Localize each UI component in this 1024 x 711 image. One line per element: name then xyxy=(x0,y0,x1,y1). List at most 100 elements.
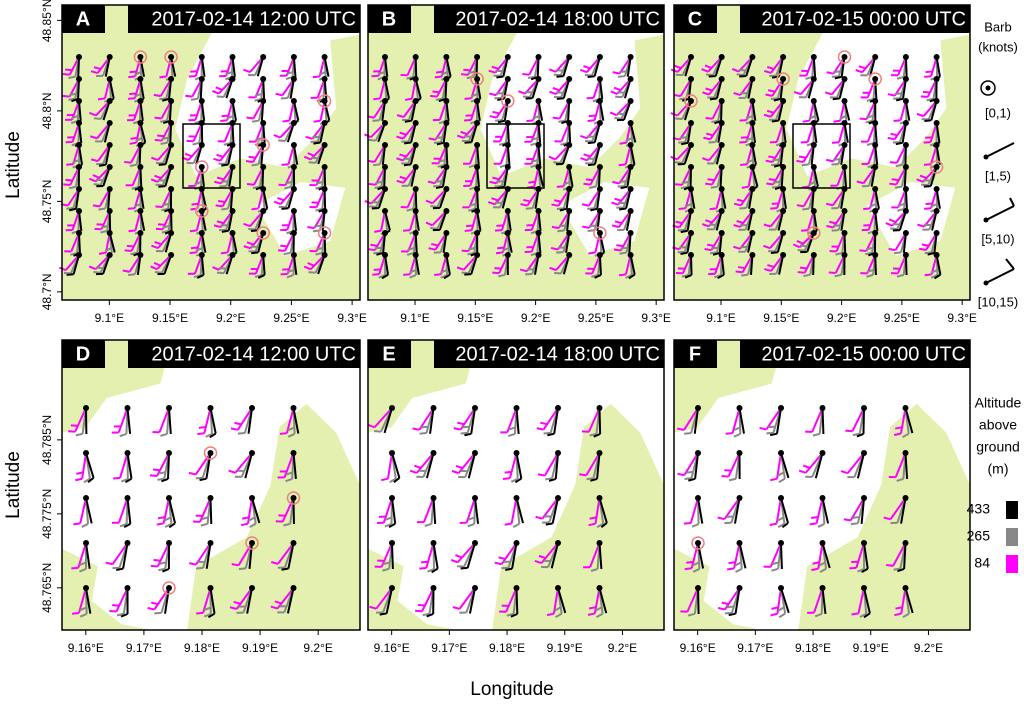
barb-feather xyxy=(505,472,512,473)
barb-station xyxy=(842,120,848,126)
barb-feather xyxy=(155,206,162,207)
barb-station xyxy=(199,252,205,258)
x-tick-label: 9.3°E xyxy=(947,311,976,325)
barb-station xyxy=(861,585,867,591)
x-tick-label: 9.25°E xyxy=(273,311,309,325)
barb-station xyxy=(208,405,214,411)
barb-feather xyxy=(686,472,693,473)
barb-feather xyxy=(154,613,161,614)
barb-feather xyxy=(557,186,564,187)
barb-feather xyxy=(526,120,533,121)
barb-shaft xyxy=(325,233,326,253)
barb-feather xyxy=(151,566,158,567)
barb-shaft xyxy=(875,255,876,275)
x-tick-label: 9.1°E xyxy=(95,311,124,325)
barb-feather xyxy=(281,208,288,209)
barb-shaft xyxy=(392,543,393,569)
barb-feather xyxy=(96,268,103,269)
x-tick-label: 9.18°E xyxy=(489,641,525,655)
barb-feather xyxy=(63,96,70,97)
barb-feather xyxy=(309,272,316,273)
panel-label: C xyxy=(688,8,702,30)
barb-station xyxy=(249,585,255,591)
barb-feather xyxy=(72,613,79,614)
barb-station xyxy=(555,585,561,591)
barb-station xyxy=(291,142,297,148)
legend-label: [1,5) xyxy=(985,168,1011,183)
barb-station xyxy=(597,405,603,411)
barb-station xyxy=(566,54,572,60)
barb-feather xyxy=(311,158,318,159)
barb-feather xyxy=(94,184,101,185)
barb-station xyxy=(861,450,867,456)
barb-feather xyxy=(199,427,206,428)
barb-feather xyxy=(280,246,287,247)
barb-feather xyxy=(369,140,376,141)
barb-station xyxy=(199,186,205,192)
legend-label: 84 xyxy=(974,555,990,571)
barb-station xyxy=(536,208,542,214)
barb-feather xyxy=(737,74,744,75)
barb-station xyxy=(168,120,174,126)
barb-feather xyxy=(889,249,896,250)
barb-station xyxy=(820,495,826,501)
barb-feather xyxy=(221,209,228,210)
barb-feather xyxy=(919,249,926,250)
barb-feather xyxy=(557,230,564,231)
barb-shaft xyxy=(538,57,539,77)
legend-title: (m) xyxy=(988,461,1009,477)
barb-station xyxy=(514,585,520,591)
barb-feather xyxy=(844,519,851,520)
barb-feather xyxy=(231,428,238,429)
barb-station xyxy=(514,450,520,456)
barb-station xyxy=(107,142,113,148)
barb-station xyxy=(166,585,172,591)
barb-feather xyxy=(130,165,137,166)
barb-station xyxy=(842,142,848,148)
barb-feather xyxy=(98,98,105,99)
barb-station xyxy=(688,76,694,82)
barb-station xyxy=(861,405,867,411)
barb-station xyxy=(107,54,113,60)
barb-feather xyxy=(309,162,316,163)
barb-feather xyxy=(552,204,559,205)
barb-station xyxy=(778,585,784,591)
panel-label: D xyxy=(76,343,90,365)
barb-shaft xyxy=(863,408,864,434)
barb-station xyxy=(199,164,205,170)
barb-station xyxy=(443,142,449,148)
barb-feather xyxy=(374,231,381,232)
barb-feather xyxy=(127,246,134,247)
barb-station xyxy=(413,208,419,214)
barb-feather xyxy=(161,138,168,139)
barb-station xyxy=(688,142,694,148)
barb-station xyxy=(137,230,143,236)
barb-feather xyxy=(538,474,545,475)
barb-feather xyxy=(588,614,595,615)
barb-station xyxy=(505,230,511,236)
barb-station xyxy=(688,208,694,214)
barb-station xyxy=(443,186,449,192)
barb-station xyxy=(443,252,449,258)
barb-feather xyxy=(546,523,553,524)
barb-station xyxy=(934,76,940,82)
barb-feather xyxy=(589,187,596,188)
x-tick-label: 9.18°E xyxy=(184,641,220,655)
barb-station xyxy=(861,540,867,546)
barb-feather xyxy=(675,184,682,185)
barb-station xyxy=(291,450,297,456)
barb-station xyxy=(934,54,940,60)
x-tick-label: 9.2°E xyxy=(521,311,550,325)
legend-symbol xyxy=(1006,259,1014,269)
barb-station xyxy=(249,540,255,546)
barb-feather xyxy=(466,225,473,226)
barb-feather xyxy=(505,524,512,525)
barb-feather xyxy=(465,142,472,143)
barb-station xyxy=(872,208,878,214)
barb-station xyxy=(137,120,143,126)
barb-feather xyxy=(620,253,627,254)
barb-shaft xyxy=(517,588,518,614)
x-tick-label: 9.1°E xyxy=(706,311,735,325)
barb-station xyxy=(688,252,694,258)
barb-station xyxy=(597,98,603,104)
